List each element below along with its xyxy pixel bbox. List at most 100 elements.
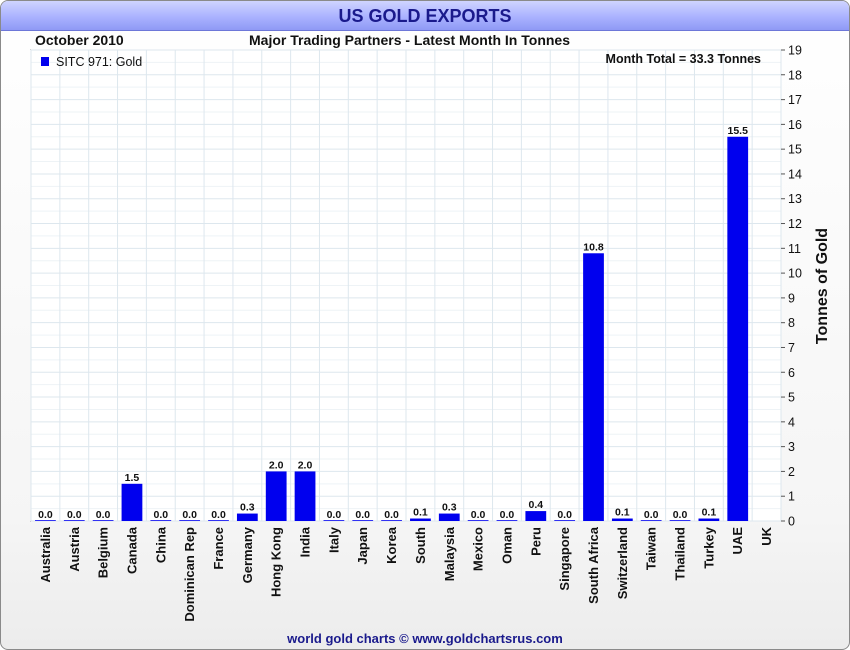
bar-hong-kong	[265, 471, 287, 521]
x-tick-label: South	[413, 527, 428, 564]
bar-switzerland	[611, 518, 633, 521]
data-label: 0.0	[38, 509, 53, 521]
bar-australia	[35, 520, 56, 521]
x-tick-label: UK	[759, 526, 774, 545]
x-tick-label: Korea	[384, 526, 399, 564]
y-tick-label: 6	[788, 366, 795, 380]
data-label: 0.0	[384, 509, 399, 521]
x-tick-label: Canada	[124, 526, 139, 574]
data-label: 0.4	[529, 499, 544, 511]
y-tick-label: 7	[788, 341, 795, 355]
period-label: October 2010	[35, 32, 124, 48]
data-label: 0.0	[644, 509, 659, 521]
x-tick-label: India	[298, 526, 313, 557]
bar-france	[208, 520, 229, 521]
data-label: 0.0	[211, 509, 226, 521]
x-tick-label: China	[153, 526, 168, 563]
x-tick-label: Belgium	[96, 527, 111, 578]
bar-malaysia	[438, 513, 460, 521]
y-tick-label: 13	[788, 192, 802, 206]
x-tick-label: Singapore	[557, 527, 572, 591]
data-label: 0.3	[442, 502, 457, 514]
data-label: 0.0	[96, 509, 111, 521]
x-tick-label: Peru	[528, 527, 543, 556]
data-label: 1.5	[125, 472, 140, 484]
bar-mexico	[467, 520, 489, 521]
y-tick-label: 11	[788, 242, 801, 256]
y-tick-label: 18	[788, 68, 802, 82]
bar-oman	[496, 520, 518, 521]
y-tick-label: 12	[788, 217, 802, 231]
bar-thailand	[669, 520, 691, 521]
x-tick-label: Switzerland	[615, 527, 630, 599]
bar-south	[410, 518, 431, 521]
y-tick-label: 5	[788, 391, 795, 405]
x-tick-label: Italy	[326, 526, 341, 553]
x-tick-label: Taiwan	[644, 527, 659, 570]
x-tick-label: Oman	[499, 527, 514, 564]
x-tick-label: Dominican Rep	[182, 527, 197, 622]
y-tick-label: 4	[788, 415, 795, 429]
x-tick-label: Japan	[355, 527, 370, 565]
bar-singapore	[554, 520, 576, 521]
data-label: 0.0	[154, 509, 169, 521]
y-tick-label: 19	[788, 44, 802, 58]
bar-india	[294, 471, 316, 521]
x-tick-label: Malaysia	[442, 526, 457, 581]
data-label: 0.0	[471, 509, 486, 521]
data-label: 0.0	[182, 509, 197, 521]
y-tick-label: 14	[788, 167, 802, 181]
bar-japan	[352, 520, 374, 521]
bar-china	[150, 520, 172, 521]
x-tick-label: Hong Kong	[269, 527, 284, 597]
bar-series	[35, 136, 749, 521]
bar-italy	[323, 520, 345, 521]
data-label: 0.0	[500, 509, 515, 521]
y-axis-title: Tonnes of Gold	[814, 228, 831, 344]
bar-turkey	[698, 518, 720, 521]
data-label: 2.0	[298, 459, 313, 471]
bar-belgium	[92, 520, 114, 521]
bar-austria	[63, 520, 85, 521]
data-label: 0.1	[413, 507, 428, 519]
data-labels: 0.0 0.0 0.0 1.5 0.0 0.0 0.0 0.3 2.0 2.0 0.0 0.0 0.0 0…	[38, 125, 748, 521]
data-label: 0.0	[557, 509, 572, 521]
data-label: 0.1	[702, 507, 717, 519]
x-tick-label: UAE	[730, 527, 745, 555]
x-tick-label: Austria	[67, 526, 82, 572]
bar-germany	[236, 513, 258, 521]
x-tick-label: Mexico	[471, 527, 486, 571]
y-tick-label: 3	[788, 440, 795, 454]
x-tick-label: Turkey	[701, 526, 716, 568]
data-label: 2.0	[269, 459, 284, 471]
bar-dominican-rep	[179, 520, 201, 521]
bar-south-africa	[583, 253, 604, 521]
data-label: 0.1	[615, 507, 630, 519]
data-label: 0.0	[327, 509, 342, 521]
data-label: 15.5	[728, 125, 749, 137]
y-tick-label: 9	[788, 291, 795, 305]
chart-title: US GOLD EXPORTS	[1, 1, 849, 31]
y-tick-label: 1	[788, 490, 795, 504]
x-tick-label: Germany	[240, 526, 255, 583]
y-tick-label: 2	[788, 465, 795, 479]
data-label: 0.0	[67, 509, 82, 521]
x-axis-labels: Australia Austria Belgium Canada China Domini…	[38, 526, 774, 621]
y-tick-label: 10	[788, 267, 802, 281]
bar-canada	[121, 483, 143, 521]
x-tick-label: South Africa	[586, 526, 601, 604]
data-label: 10.8	[583, 241, 604, 253]
bar-korea	[381, 520, 402, 521]
y-tick-label: 0	[788, 515, 795, 529]
bar-peru	[525, 511, 547, 521]
chart-subtitle: Major Trading Partners - Latest Month In…	[249, 32, 570, 48]
data-label: 0.0	[355, 509, 370, 521]
x-tick-label: Australia	[38, 526, 53, 582]
legend: SITC 971: Gold	[41, 55, 142, 69]
data-label: 0.3	[240, 502, 255, 514]
y-tick-label: 17	[788, 93, 802, 107]
bar-uae	[727, 136, 749, 521]
